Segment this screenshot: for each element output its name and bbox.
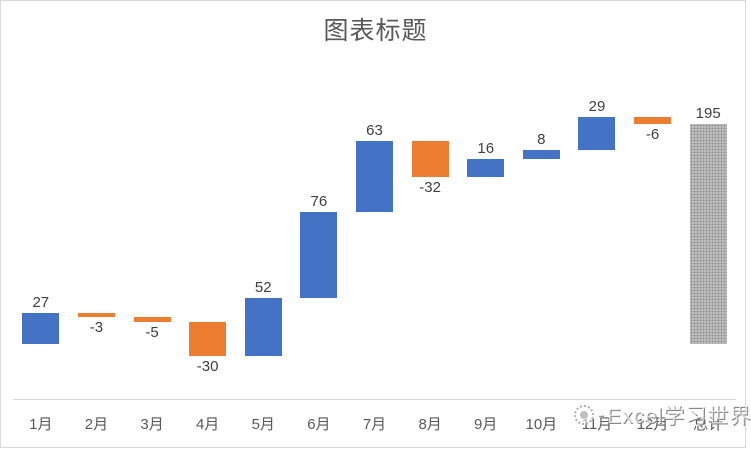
waterfall-bar-4月 [189, 322, 227, 357]
data-label-5月: 52 [254, 278, 272, 296]
category-label-6月: 6月 [307, 416, 331, 433]
data-label-6月: 76 [310, 192, 328, 210]
data-label-总计: 195 [695, 104, 721, 122]
data-label-8月: -32 [419, 178, 441, 196]
category-axis-line [13, 399, 736, 400]
category-label-11月: 11月 [581, 416, 613, 433]
data-label-1月: 27 [32, 294, 50, 312]
data-label-4月: -30 [196, 358, 219, 376]
waterfall-bar-7月 [356, 140, 393, 212]
category-label-7月: 7月 [362, 416, 387, 433]
category-label-10月: 10月 [525, 416, 558, 433]
data-label-3月: -5 [145, 324, 159, 342]
waterfall-bar-12月 [634, 117, 672, 124]
chart-title: 图表标题 [323, 17, 428, 45]
waterfall-bar-8月 [411, 140, 449, 177]
waterfall-bar-3月 [133, 316, 171, 323]
waterfall-bar-6月 [300, 211, 338, 298]
data-label-11月: 29 [588, 98, 606, 116]
data-label-10月: 8 [537, 130, 546, 148]
category-label-12月: 12月 [636, 416, 669, 433]
data-label-9月: 16 [477, 139, 495, 157]
waterfall-bar-9月 [467, 158, 505, 177]
category-label-8月: 8月 [418, 416, 442, 433]
category-label-9月: 9月 [474, 416, 498, 433]
category-label-2月: 2月 [84, 416, 109, 433]
waterfall-bar-1月 [22, 313, 60, 344]
waterfall-bar-总计 [689, 123, 727, 344]
data-label-2月: -3 [89, 318, 104, 336]
waterfall-bar-5月 [244, 297, 282, 357]
category-label-5月: 5月 [251, 416, 275, 433]
category-label-4月: 4月 [195, 416, 220, 433]
data-label-12月: -6 [645, 125, 660, 143]
category-label-总计: 总计 [693, 416, 724, 433]
data-label-7月: 63 [366, 121, 383, 139]
category-label-1月: 1月 [29, 416, 53, 433]
waterfall-bar-11月 [578, 117, 616, 150]
category-label-3月: 3月 [140, 416, 164, 433]
waterfall-bar-2月 [77, 313, 115, 317]
waterfall-bar-10月 [522, 149, 560, 159]
